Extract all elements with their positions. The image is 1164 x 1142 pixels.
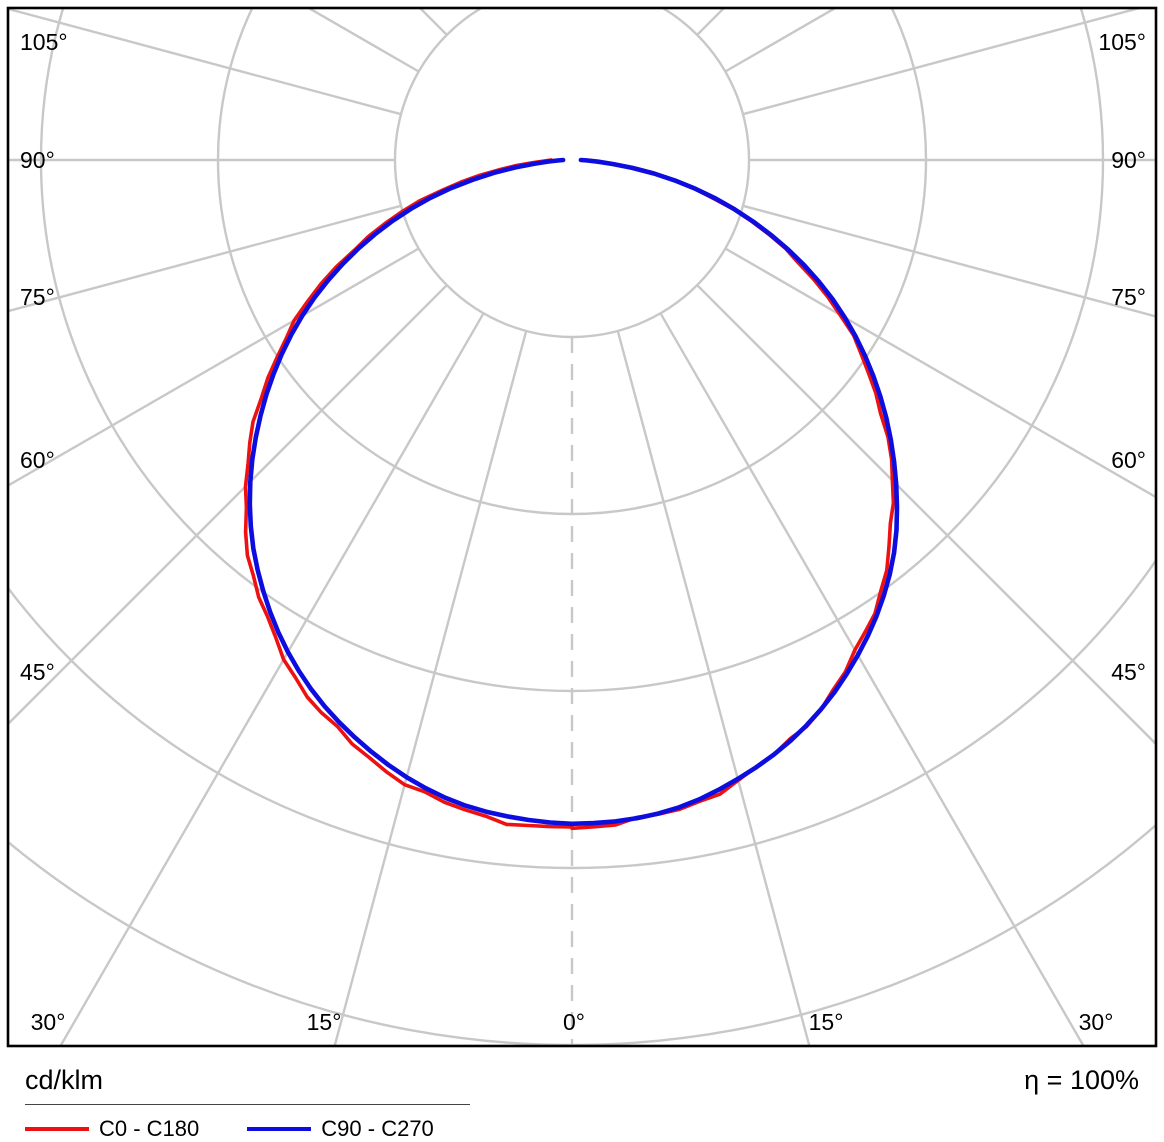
grid-ring bbox=[218, 0, 926, 514]
angle-label-left-105: 105° bbox=[20, 29, 68, 55]
grid-ray bbox=[0, 0, 484, 7]
legend: C0 - C180 C90 - C270 bbox=[25, 1104, 470, 1142]
angle-label-right-75: 75° bbox=[1111, 284, 1146, 310]
angle-label-left-60: 60° bbox=[20, 447, 55, 473]
grid-rings bbox=[0, 0, 1164, 1045]
grid-ray bbox=[618, 331, 986, 1052]
grid-ray bbox=[661, 0, 1164, 7]
grid-ray bbox=[661, 313, 1164, 1052]
angle-label-bottom-0-30: 30° bbox=[31, 1009, 66, 1035]
angle-label-bottom-3-15: 15° bbox=[809, 1009, 844, 1035]
grid-ray bbox=[0, 313, 484, 1052]
angle-labels: 105° 90° 75° 60° 45° 105° 90° 75° 60° 45° 30° 15° 0°… bbox=[20, 29, 1146, 1035]
units-label: cd/klm bbox=[25, 1065, 103, 1096]
legend-label-c90-c270: C90 - C270 bbox=[321, 1116, 434, 1142]
efficiency-label: η = 100% bbox=[1024, 1065, 1139, 1096]
angle-label-right-90: 90° bbox=[1111, 147, 1146, 173]
angle-label-left-90: 90° bbox=[20, 147, 55, 173]
footer: cd/klm η = 100% C0 - C180 C90 - C270 bbox=[0, 1057, 1164, 1142]
legend-swatch-red-line bbox=[25, 1127, 89, 1131]
legend-item-c90-c270: C90 - C270 bbox=[247, 1116, 434, 1142]
angle-label-bottom-1-15: 15° bbox=[307, 1009, 342, 1035]
grid-ring bbox=[0, 0, 1164, 1045]
angle-label-bottom-4-30: 30° bbox=[1079, 1009, 1114, 1035]
grid-ray bbox=[697, 0, 1164, 35]
angle-label-right-60: 60° bbox=[1111, 447, 1146, 473]
legend-label-c0-c180: C0 - C180 bbox=[99, 1116, 199, 1142]
grid-ray bbox=[697, 285, 1164, 1052]
grid-ray bbox=[0, 285, 447, 1052]
angle-label-left-75: 75° bbox=[20, 284, 55, 310]
angle-label-right-105: 105° bbox=[1098, 29, 1146, 55]
grid-ring bbox=[395, 0, 749, 337]
grid-ray bbox=[158, 331, 526, 1052]
legend-item-c0-c180: C0 - C180 bbox=[25, 1116, 199, 1142]
grid-ray bbox=[743, 206, 1164, 574]
curve-c90-c270 bbox=[250, 160, 897, 824]
angle-label-bottom-2-0: 0° bbox=[563, 1009, 585, 1035]
grid-ray bbox=[743, 0, 1164, 114]
plot-frame bbox=[8, 8, 1156, 1046]
footer-top-row: cd/klm η = 100% bbox=[0, 1057, 1164, 1096]
grid-ray bbox=[0, 249, 419, 961]
grid-ray bbox=[725, 249, 1164, 961]
plot-area bbox=[0, 0, 1164, 1052]
polar-chart: 105° 90° 75° 60° 45° 105° 90° 75° 60° 45° 30° 15° 0°… bbox=[0, 0, 1164, 1052]
angle-label-left-45: 45° bbox=[20, 659, 55, 685]
angle-label-right-45: 45° bbox=[1111, 659, 1146, 685]
grid-ring bbox=[0, 0, 1164, 868]
legend-swatch-blue-line bbox=[247, 1127, 311, 1131]
